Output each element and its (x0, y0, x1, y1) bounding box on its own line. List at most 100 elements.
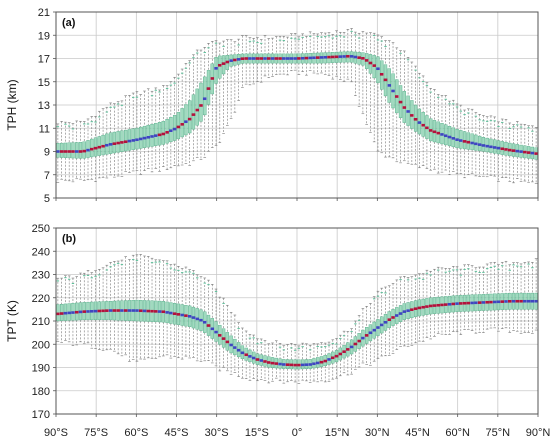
median-mark (470, 301, 474, 305)
median-mark (86, 148, 90, 152)
panel-a-y-tick-label: 17 (38, 54, 50, 66)
median-mark (282, 57, 286, 60)
panel-a-box (349, 28, 354, 83)
median-mark (251, 57, 256, 60)
panel-b-box (338, 334, 343, 377)
median-mark (131, 309, 135, 312)
panel-a-box (161, 85, 166, 167)
x-tick-label: 90°S (44, 427, 68, 439)
panel-b-box (67, 275, 71, 343)
panel-b-box (93, 270, 98, 349)
panel-a-box (116, 101, 120, 177)
median-mark (142, 309, 147, 313)
median-mark (417, 121, 422, 124)
median-mark (138, 137, 143, 141)
panel-b-box (127, 259, 132, 362)
median-mark (285, 57, 290, 60)
median-mark (331, 356, 335, 360)
median-mark (293, 363, 297, 367)
box-iqr (176, 112, 181, 140)
median-mark (218, 334, 222, 337)
panel-b-box (187, 269, 192, 359)
median-mark (323, 55, 328, 59)
median-mark (436, 303, 440, 307)
panel-b-box (361, 308, 365, 364)
panel-b-box (372, 296, 376, 362)
panel-b-tropopause-temperature: 170 180 190 200 210 220 230 240 250 TPT (K) (b) (5, 223, 539, 421)
panel-a-box (195, 49, 199, 158)
panel-a-box (481, 115, 486, 177)
panel-b-box (123, 256, 128, 356)
panel-b-box (120, 259, 124, 357)
median-mark (127, 139, 132, 143)
panel-a-box (120, 100, 124, 177)
panel-b-box (248, 334, 252, 381)
median-mark (406, 309, 410, 312)
median-mark (395, 314, 399, 317)
panel-b-box (428, 270, 433, 340)
median-mark (180, 313, 184, 317)
panel-b-y-tick-label: 210 (32, 316, 50, 328)
median-mark (368, 61, 373, 65)
panel-b-box (274, 340, 279, 379)
panel-b-box (455, 266, 459, 333)
median-mark (195, 317, 199, 321)
median-mark (142, 136, 147, 140)
median-mark (233, 58, 237, 62)
median-mark (323, 359, 328, 363)
panel-b-box (172, 263, 177, 357)
panel-b-box (131, 254, 135, 360)
median-mark (440, 303, 444, 307)
x-tick-label: 75°S (84, 427, 108, 439)
median-mark (195, 108, 199, 112)
panel-b-box (244, 330, 248, 379)
panel-a-box (327, 32, 331, 76)
median-mark (82, 310, 87, 313)
panel-a-box (127, 95, 132, 173)
panel-a-box (259, 39, 263, 83)
panel-a-box (74, 120, 79, 180)
panel-a-box (270, 37, 275, 77)
median-mark (398, 100, 403, 104)
median-mark (244, 57, 248, 60)
panel-a-box (184, 63, 188, 164)
box-iqr (184, 104, 188, 136)
panel-b-y-tick-label: 180 (32, 386, 50, 398)
panel-a-box (346, 29, 350, 80)
panel-b-box (334, 338, 339, 379)
panel-a-box (146, 88, 151, 169)
panel-a-box (255, 37, 260, 82)
panel-a-box (428, 88, 433, 171)
median-mark (278, 362, 282, 366)
median-mark (391, 89, 395, 93)
median-mark (519, 299, 523, 303)
panel-b-box (63, 275, 68, 341)
panel-b-y-tick-label: 250 (32, 223, 50, 235)
panel-a-box (410, 61, 414, 165)
median-mark (191, 316, 196, 319)
median-mark (274, 57, 279, 60)
panel-b-box (523, 262, 527, 333)
panel-a-box (214, 40, 218, 146)
median-mark (432, 130, 437, 134)
panel-a-box (297, 36, 301, 75)
panel-b-box (108, 262, 113, 350)
panel-a-box (361, 31, 365, 115)
panel-b-box (406, 277, 410, 348)
panel-a-box (334, 30, 339, 77)
median-mark (496, 146, 501, 150)
panel-a-box (391, 42, 395, 159)
median-mark (511, 149, 516, 152)
median-mark (466, 301, 471, 305)
median-mark (263, 57, 267, 60)
median-mark (421, 305, 425, 309)
panel-a-box (131, 92, 135, 172)
panel-a-box (112, 103, 117, 178)
median-mark (123, 309, 128, 312)
median-mark (440, 133, 444, 136)
panel-b-box (184, 266, 188, 357)
median-mark (364, 334, 369, 337)
median-mark (459, 302, 463, 305)
median-mark (496, 300, 501, 304)
median-mark (417, 306, 422, 310)
